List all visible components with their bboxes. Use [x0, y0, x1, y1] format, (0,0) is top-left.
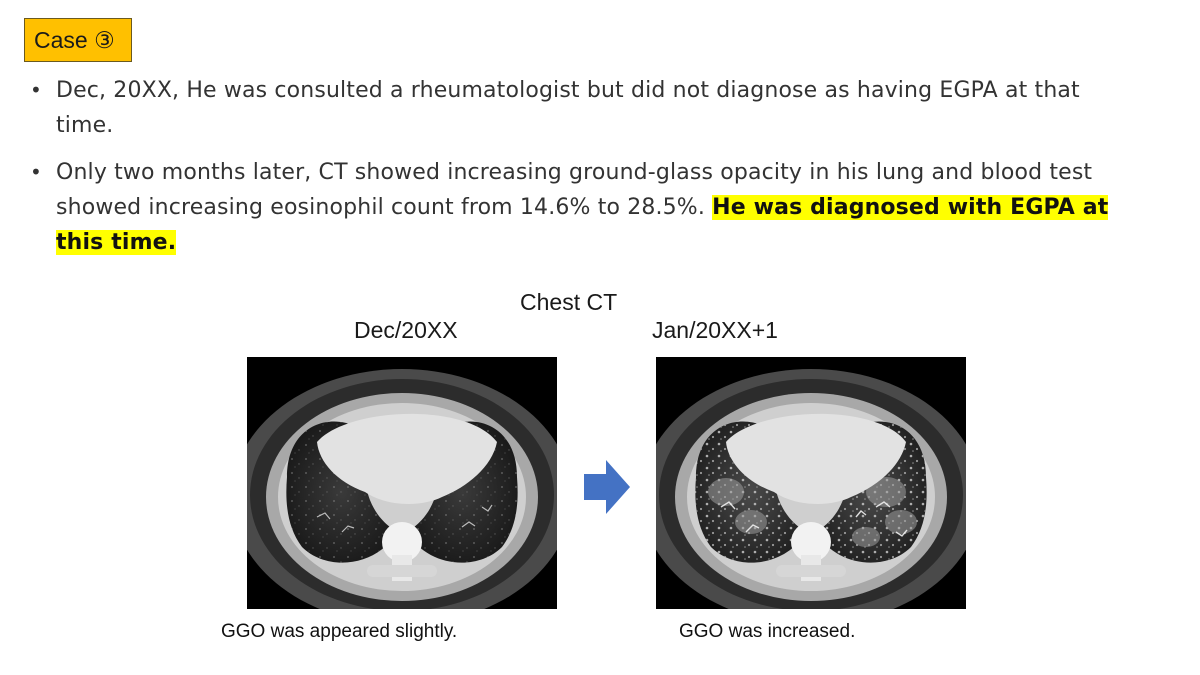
bullet-dot: •	[30, 160, 42, 184]
left-scan-date: Dec/20XX	[354, 317, 458, 343]
bullet-text: Dec, 20XX, He was consulted a rheumatolo…	[56, 78, 1080, 138]
bullet-list: • Dec, 20XX, He was consulted a rheumato…	[30, 73, 1140, 260]
case-label: Case ③	[24, 18, 132, 62]
right-scan-date: Jan/20XX+1	[652, 317, 778, 343]
right-arrow-icon	[584, 460, 630, 518]
bullet-text: Only two months later, CT showed increas…	[56, 160, 1093, 220]
ct-title: Chest CT	[520, 289, 618, 315]
bullet-dot: •	[30, 78, 42, 102]
ct-scan-december	[247, 357, 557, 609]
bullet-item-diagnosis: • Only two months later, CT showed incre…	[30, 155, 1140, 260]
ct-scan-january	[656, 357, 966, 609]
bullet-item-consultation: • Dec, 20XX, He was consulted a rheumato…	[30, 73, 1140, 143]
left-scan-caption: GGO was appeared slightly.	[221, 621, 458, 642]
right-scan-caption: GGO was increased.	[679, 621, 856, 642]
